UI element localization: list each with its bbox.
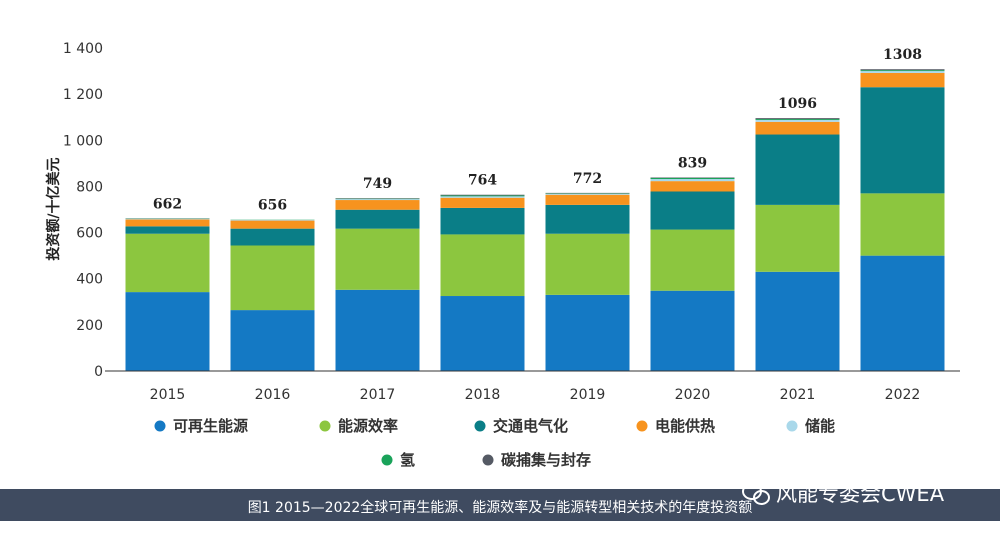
bar-segment — [440, 196, 525, 198]
bar-segment — [125, 233, 210, 293]
bar-segment — [440, 296, 525, 371]
bar-segment — [755, 271, 840, 371]
bar-segment — [440, 197, 525, 208]
legend-marker — [786, 420, 798, 432]
y-tick-label: 1 400 — [63, 41, 103, 57]
watermark-text: 风能专委会CWEA — [776, 482, 945, 506]
x-tick-label: 2017 — [360, 387, 396, 403]
y-tick-label: 800 — [76, 179, 103, 195]
bar-segment — [335, 199, 420, 201]
legend-label: 交通电气化 — [493, 417, 568, 435]
bar-segment — [650, 179, 735, 182]
bar-segment — [545, 194, 630, 205]
bar-segment — [860, 70, 945, 72]
y-tick-label: 400 — [76, 272, 103, 288]
bar-segment — [860, 255, 945, 371]
bar-segment — [650, 229, 735, 291]
y-tick-label: 0 — [94, 364, 103, 380]
bar-segment — [650, 191, 735, 230]
bar-segment — [230, 219, 315, 221]
bar-segment — [335, 228, 420, 290]
bar-segment — [335, 289, 420, 371]
legend-label: 能源效率 — [338, 417, 398, 435]
legend-label: 氢 — [400, 451, 415, 469]
bar-segment — [755, 119, 840, 120]
bar-segment — [440, 234, 525, 297]
y-tick-label: 1 200 — [63, 87, 103, 103]
bar-segment — [650, 290, 735, 371]
bar-segment — [230, 220, 315, 229]
legend-marker — [154, 420, 166, 432]
bar-segment — [125, 226, 210, 234]
legend-label: 可再生能源 — [173, 417, 248, 435]
figure-caption: 图1 2015—2022全球可再生能源、能源效率及与能源转型相关技术的年度投资额 — [247, 500, 753, 516]
bar-segment — [440, 195, 525, 197]
bar-segment — [755, 134, 840, 205]
bar-segment — [860, 71, 945, 73]
bar-segment — [860, 72, 945, 88]
watermark: 风能专委会CWEA — [742, 478, 944, 508]
bar-total-label: 1096 — [778, 96, 817, 112]
bar-segment — [125, 218, 210, 220]
bar-segment — [125, 219, 210, 227]
bar-segment — [440, 194, 525, 196]
bar-total-label: 764 — [468, 173, 497, 189]
bar-segment — [545, 294, 630, 371]
bar-segment — [440, 207, 525, 235]
bar-segment — [650, 177, 735, 180]
bar-segment — [545, 233, 630, 295]
y-tick-label: 200 — [76, 318, 103, 334]
legend-marker — [381, 454, 393, 466]
y-tick-label: 600 — [76, 226, 103, 242]
caption-bar — [0, 489, 1000, 521]
x-tick-label: 2016 — [255, 387, 291, 403]
x-tick-label: 2019 — [570, 387, 606, 403]
bar-segment — [335, 209, 420, 229]
bar-segment — [125, 292, 210, 371]
bar-segment — [545, 204, 630, 234]
x-tick-label: 2022 — [885, 387, 921, 403]
bar-segment — [335, 200, 420, 210]
x-tick-label: 2020 — [675, 387, 711, 403]
bar-segment — [755, 118, 840, 120]
bar-segment — [755, 119, 840, 122]
bar-segment — [755, 204, 840, 272]
bar-segment — [860, 193, 945, 256]
bar-total-label: 749 — [363, 176, 392, 192]
x-tick-label: 2015 — [150, 387, 186, 403]
bar-total-label: 772 — [573, 171, 602, 187]
x-tick-label: 2021 — [780, 387, 816, 403]
wechat-icon — [742, 481, 770, 505]
bar-total-label: 662 — [153, 196, 182, 212]
legend-label: 碳捕集与封存 — [501, 451, 591, 469]
x-tick-label: 2018 — [465, 387, 501, 403]
legend-label: 储能 — [805, 417, 835, 435]
bar-segment — [230, 310, 315, 371]
bar-total-label: 656 — [258, 198, 287, 214]
bar-segment — [860, 69, 945, 71]
bar-segment — [650, 181, 735, 192]
legend-marker — [474, 420, 486, 432]
bar-total-label: 1308 — [883, 47, 922, 63]
bar-segment — [755, 121, 840, 135]
legend-label: 电能供热 — [655, 417, 715, 435]
legend-marker — [482, 454, 494, 466]
bar-segment — [545, 193, 630, 195]
bar-segment — [860, 87, 945, 194]
y-tick-label: 1 000 — [63, 133, 103, 149]
bar-segment — [230, 228, 315, 246]
bar-segment — [230, 245, 315, 311]
y-axis-label: 投资额/十亿美元 — [45, 157, 62, 260]
legend-marker — [319, 420, 331, 432]
legend-marker — [636, 420, 648, 432]
bar-total-label: 839 — [678, 155, 707, 171]
